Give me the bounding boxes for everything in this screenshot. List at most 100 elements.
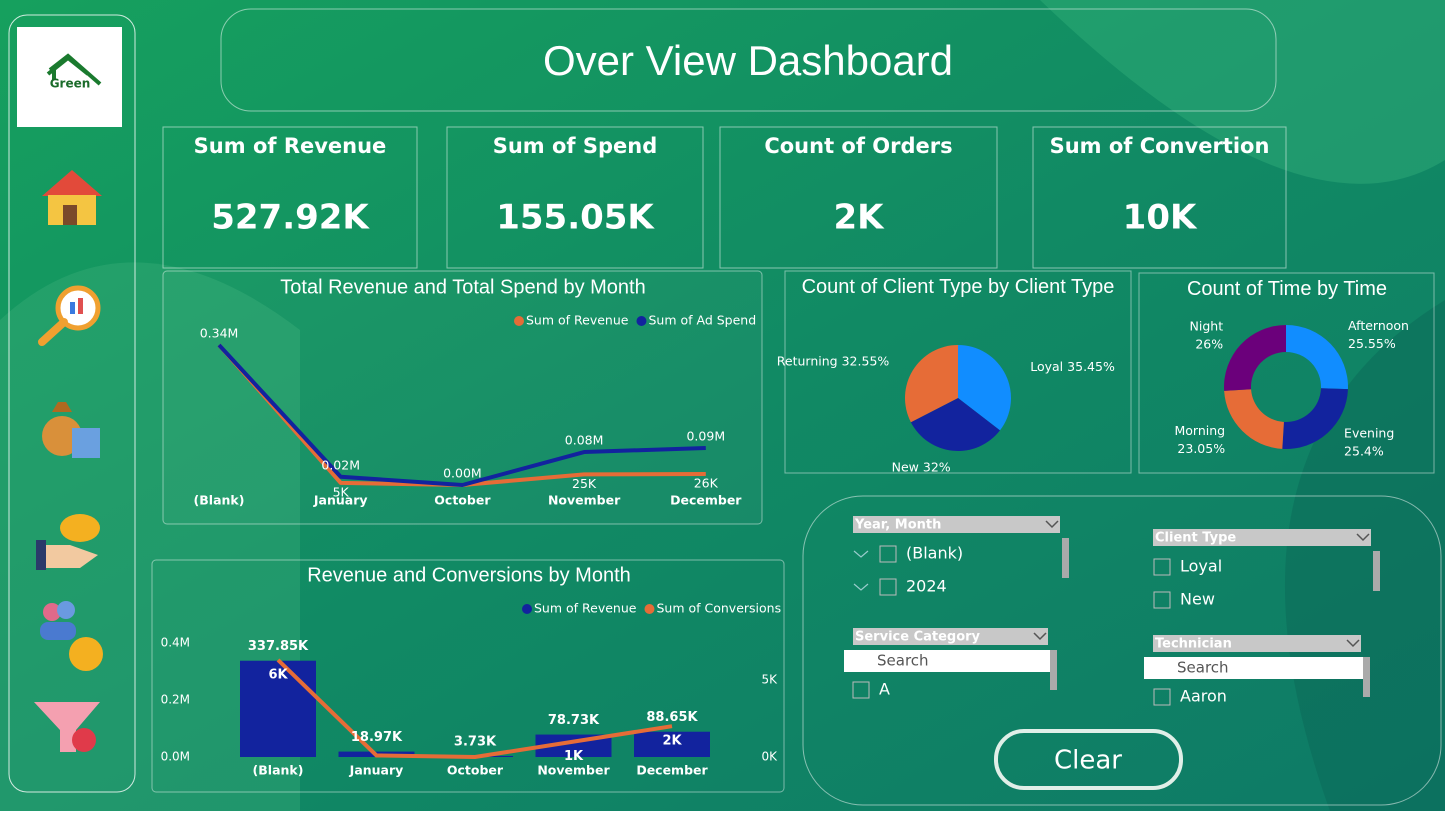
- scrollbar: [1050, 650, 1057, 690]
- expand-chevron: [853, 583, 869, 591]
- x-tick-label: November: [548, 493, 621, 508]
- logo-text: Green: [50, 77, 91, 91]
- slice-label: New 32%: [892, 459, 951, 474]
- data-label: 1K: [564, 749, 584, 764]
- slice-category: Evening: [1344, 425, 1394, 440]
- x-tick-label: January: [349, 763, 404, 778]
- expand-chevron: [853, 550, 869, 558]
- slicer-item[interactable]: 2024: [906, 577, 947, 596]
- kpi-card: [162, 126, 418, 269]
- slicer-item[interactable]: New: [1180, 590, 1215, 609]
- chart-title: Count of Time by Time: [1186, 278, 1388, 300]
- search-placeholder: Search: [877, 652, 929, 670]
- data-label: 25K: [572, 476, 597, 491]
- kpi-label: Sum of Spend: [493, 134, 658, 158]
- data-label: 337.85K: [248, 639, 309, 654]
- checkbox[interactable]: [852, 681, 870, 699]
- checkbox[interactable]: [879, 578, 897, 596]
- slice-category: Night: [1190, 318, 1224, 333]
- data-label: 0.02M: [321, 457, 360, 472]
- header-box: [220, 8, 1277, 112]
- data-label: 0.34M: [200, 326, 239, 341]
- slicer-header: [853, 516, 1060, 533]
- line-series: [217, 343, 706, 487]
- search-box: [844, 650, 1056, 672]
- slice-label: Returning 32.55%: [777, 353, 890, 368]
- slicer-item[interactable]: Aaron: [1180, 687, 1227, 706]
- y-tick-label: 0.0M: [161, 750, 190, 764]
- checkbox[interactable]: [1153, 558, 1171, 576]
- chart-title-box: Count of Time by Time: [1186, 278, 1388, 300]
- x-tick-label: January: [313, 493, 368, 508]
- slicer-title: Client Type: [1155, 531, 1236, 546]
- bg-shape: [1040, 0, 1445, 184]
- data-label: 0.09M: [686, 428, 725, 443]
- slice-value: 25.4%: [1344, 443, 1384, 458]
- slice-label: Morning 23.05%: [1174, 423, 1225, 456]
- x-tick-label: October: [434, 493, 491, 508]
- chart-title-box: Count of Client Type by Client Type: [802, 276, 1115, 298]
- nav-payment[interactable]: [36, 514, 100, 570]
- slice-value: 23.05%: [1177, 441, 1225, 456]
- slicer-header: [853, 628, 1048, 645]
- search-box: [1144, 657, 1369, 679]
- slice: [958, 345, 1011, 431]
- x-tick-label: (Blank): [253, 763, 304, 778]
- data-label: 3.73K: [454, 734, 497, 749]
- bar: [240, 660, 316, 757]
- kpi-card: [1032, 126, 1287, 269]
- kpi-card: [446, 126, 704, 269]
- y-tick-label: 0.4M: [161, 636, 190, 650]
- data-label: 5K: [333, 484, 350, 499]
- data-label: 2K: [662, 734, 682, 749]
- slice: [910, 398, 1000, 452]
- checkbox[interactable]: [1153, 688, 1171, 706]
- panel: [1138, 272, 1435, 474]
- data-label: 18.97K: [351, 730, 403, 745]
- line-series: [276, 658, 673, 760]
- checkbox[interactable]: [879, 545, 897, 563]
- search-placeholder: Search: [1177, 659, 1229, 677]
- nav-filter[interactable]: [34, 702, 100, 752]
- checkbox[interactable]: [1153, 591, 1171, 609]
- legend-label: Sum of Conversions: [656, 601, 781, 616]
- nav-search[interactable]: [38, 285, 101, 346]
- slicer-header: [1153, 529, 1371, 546]
- x-tick-label: December: [636, 763, 708, 778]
- nav-home[interactable]: [42, 170, 102, 225]
- slice-value: 32%: [923, 459, 951, 474]
- logo-box: [17, 27, 122, 127]
- legend-marker: [636, 316, 647, 326]
- slicer-header: [1153, 635, 1361, 652]
- slice-category: New: [892, 459, 919, 474]
- clear-button[interactable]: [994, 729, 1183, 790]
- slice-label: Afternoon 25.55%: [1348, 317, 1409, 350]
- dashboard-title: Over View Dashboard: [543, 37, 953, 84]
- slice: [1286, 325, 1348, 390]
- nav-clients[interactable]: [40, 601, 103, 671]
- slicer-title: Service Category: [855, 630, 981, 645]
- kpi-label: Sum of Revenue: [194, 134, 387, 158]
- x-tick-label: December: [670, 493, 742, 508]
- slice: [1282, 388, 1348, 449]
- slicer-item[interactable]: A: [879, 680, 890, 699]
- legend-marker: [522, 604, 532, 614]
- kpi-label: Count of Orders: [764, 134, 952, 158]
- slicer-item[interactable]: (Blank): [906, 544, 963, 563]
- slice: [905, 345, 958, 423]
- x-tick-label: (Blank): [194, 493, 245, 508]
- kpi-value: 155.05K: [496, 198, 655, 238]
- y-tick-label: 0.2M: [161, 693, 190, 707]
- data-label: 0.08M: [565, 433, 604, 448]
- slice-category: Morning: [1174, 423, 1225, 438]
- clear-label[interactable]: Clear: [1054, 746, 1122, 776]
- legend-label: Sum of Revenue: [526, 313, 629, 328]
- slice: [1224, 389, 1284, 449]
- slice-value: 26%: [1195, 336, 1223, 351]
- slicer-item[interactable]: Loyal: [1180, 557, 1222, 576]
- logo-roof: [46, 53, 102, 86]
- nav-budget[interactable]: [42, 402, 100, 458]
- slicer-title: Year, Month: [854, 518, 941, 533]
- y2-tick-label: 0K: [761, 750, 778, 764]
